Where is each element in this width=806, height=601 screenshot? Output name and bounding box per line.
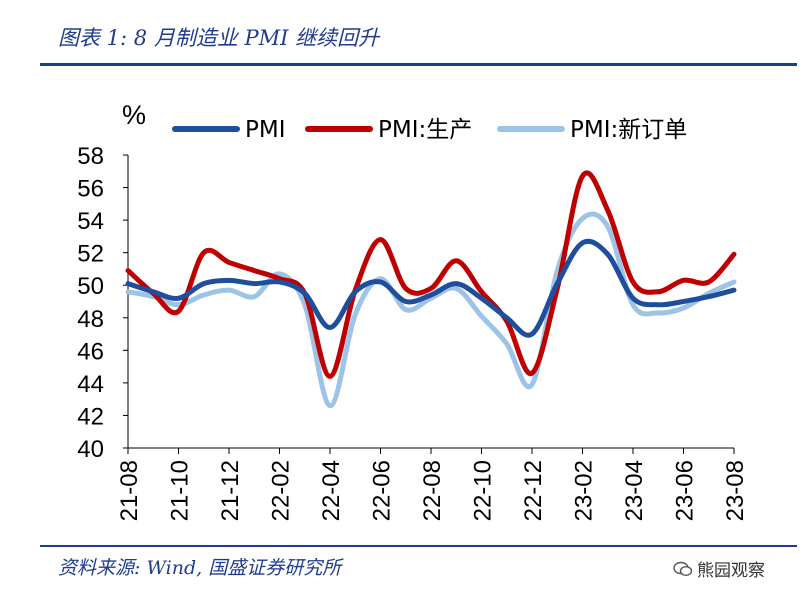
source-note: 资料来源: Wind, 国盛证券研究所: [58, 557, 342, 579]
y-tick-label: 48: [77, 306, 104, 333]
legend-label-2: PMI:新订单: [570, 117, 687, 143]
y-tick-label: 42: [77, 403, 104, 430]
x-tick-label: 22-08: [419, 460, 446, 521]
x-tick-label: 23-02: [571, 460, 598, 521]
y-tick-label: 40: [77, 436, 104, 463]
y-tick-label: 50: [77, 273, 104, 300]
x-tick-label: 23-04: [621, 460, 648, 521]
x-tick-label: 22-02: [268, 460, 295, 521]
y-tick-label: 58: [77, 143, 104, 170]
y-tick-label: 54: [77, 208, 104, 235]
watermark: 熊园观察: [673, 556, 765, 581]
page-title: 图表 1: 8 月制造业 PMI 继续回升: [58, 26, 380, 50]
x-tick-label: 22-12: [520, 460, 547, 521]
y-tick-label: 52: [77, 241, 104, 268]
title-divider: [40, 63, 797, 66]
series-line-1: [125, 170, 737, 379]
legend-label-1: PMI:生产: [378, 117, 472, 143]
series-line-2: [125, 211, 737, 409]
y-tick-label: 44: [77, 371, 104, 398]
x-tick-label: 22-06: [369, 460, 396, 521]
series-line-0: [125, 238, 737, 338]
y-tick-label: 46: [77, 338, 104, 365]
legend-label-0: PMI: [245, 117, 286, 143]
wechat-icon: [673, 561, 693, 576]
x-tick-label: 22-10: [470, 460, 497, 521]
x-tick-label: 23-06: [672, 460, 699, 521]
x-tick-label: 23-08: [722, 460, 749, 521]
x-tick-label: 21-12: [217, 460, 244, 521]
y-tick-label: 56: [77, 176, 104, 203]
x-tick-label: 21-08: [116, 460, 143, 521]
x-tick-label: 21-10: [167, 460, 194, 521]
pmi-line-chart: 40 42 44 46 48 50 52 54 56 58% 21-08 21-10 21-12 22-0…: [77, 100, 749, 521]
y-axis-label: %: [122, 100, 146, 130]
x-tick-label: 22-04: [318, 460, 345, 521]
footer-divider: [40, 545, 797, 547]
watermark-text: 熊园观察: [697, 561, 765, 581]
